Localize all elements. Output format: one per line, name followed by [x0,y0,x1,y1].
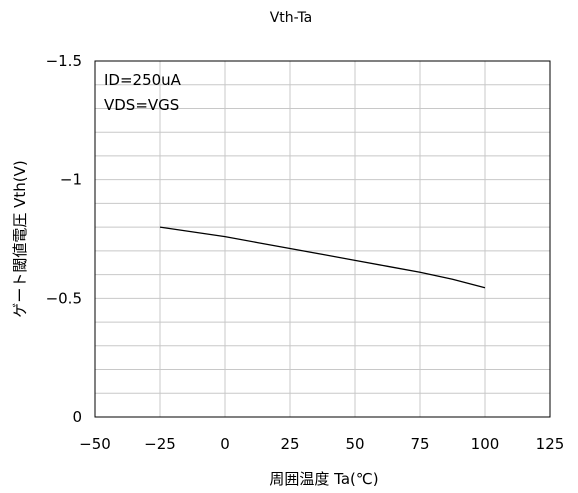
x-axis-ticks: −50 −25 0 25 50 75 100 125 [79,435,564,453]
chart-title: Vth-Ta [270,10,313,26]
y-tick-label: −1.5 [46,52,82,70]
x-tick-label: 125 [536,435,565,453]
x-tick-label: −50 [79,435,111,453]
y-tick-label: 0 [72,408,82,426]
x-axis-label: 周囲温度 Ta(℃) [269,470,378,488]
annotation-id: ID=250uA [104,71,182,89]
plot-frame [94,60,551,418]
x-tick-label: 25 [280,435,299,453]
y-tick-label: −0.5 [46,289,82,307]
series-line [159,226,486,289]
grid [95,61,550,417]
y-axis-label: ゲート閾値電圧 Vth(V) [11,160,29,317]
series-layer [159,226,486,289]
y-tick-label: −1 [60,171,82,189]
x-tick-label: −25 [144,435,176,453]
y-axis-ticks: 0 −0.5 −1 −1.5 [46,52,82,426]
x-tick-label: 75 [410,435,429,453]
x-tick-label: 100 [471,435,500,453]
x-tick-label: 0 [220,435,230,453]
annotation-vds: VDS=VGS [104,96,179,114]
x-tick-label: 50 [345,435,364,453]
